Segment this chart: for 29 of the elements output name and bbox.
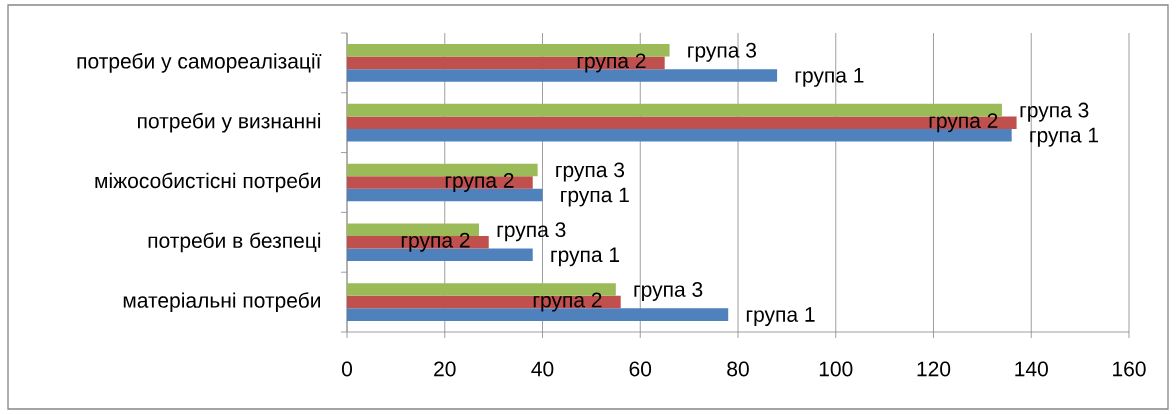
y-tick-label: потреби в безпеці — [148, 232, 321, 253]
text: група 1 — [561, 187, 629, 207]
text: група 2 — [401, 232, 470, 252]
y-tick-label: матеріальні потреби — [123, 292, 321, 312]
text: група 2 — [445, 172, 514, 192]
series-label: група 3 — [688, 42, 757, 62]
text: група 2 — [533, 292, 602, 312]
x-tick-label: 60 — [629, 361, 652, 377]
x-tick-label: 160 — [1113, 361, 1146, 377]
x-tick-label: 120 — [917, 361, 951, 377]
text: група 1 — [795, 68, 864, 87]
text: група 2 — [577, 53, 646, 73]
x-tick-label: 40 — [531, 361, 554, 377]
text: група 3 — [497, 222, 566, 242]
x-tick-label: 0 — [341, 361, 353, 377]
series-label: група 2 — [929, 113, 998, 133]
y-tick-label: потреби у визнанні — [138, 112, 321, 133]
x-tick-label: 100 — [819, 361, 853, 377]
x-tick-label: 140 — [1015, 361, 1048, 377]
y-tick-label: потреби у самореалізації — [77, 53, 322, 73]
text: група 1 — [746, 307, 815, 327]
x-tick-label: 80 — [727, 361, 749, 377]
text: група 3 — [1020, 102, 1089, 122]
y-tick-label: міжособистісні потреби — [95, 172, 321, 193]
x-tick-label: 20 — [434, 361, 456, 377]
text: група 3 — [556, 162, 625, 182]
text: група 1 — [551, 247, 620, 267]
text: група 3 — [634, 282, 703, 302]
series-label: група 1 — [1030, 127, 1099, 147]
